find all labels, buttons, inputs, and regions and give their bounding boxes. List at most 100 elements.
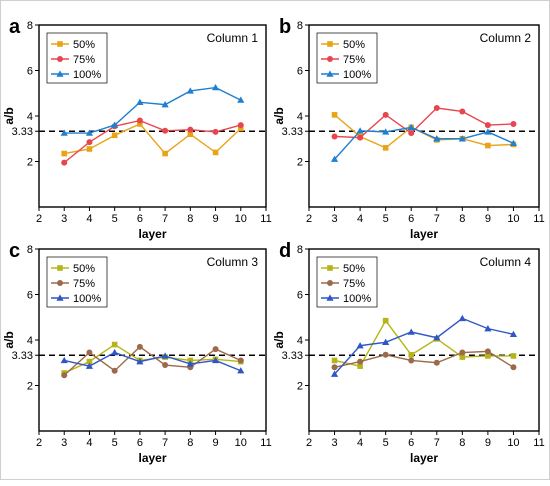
y-tick-label: 2 <box>297 157 303 169</box>
data-point <box>382 111 389 118</box>
data-point <box>137 121 143 127</box>
data-point <box>433 105 440 112</box>
data-point <box>408 357 415 364</box>
x-tick-label: 9 <box>212 213 218 225</box>
x-tick-label: 11 <box>260 213 271 225</box>
data-point <box>85 129 94 136</box>
data-point <box>61 150 68 157</box>
series-line-50% <box>334 319 514 367</box>
legend-marker <box>57 41 63 47</box>
data-point <box>459 354 466 360</box>
legend-marker <box>327 265 333 271</box>
legend-label: 100% <box>343 69 371 81</box>
data-point <box>111 367 118 374</box>
y-tick-label: 3.33 <box>282 350 303 362</box>
data-point <box>60 129 68 136</box>
y-tick-label: 4 <box>27 335 33 347</box>
x-tick-label: 5 <box>383 437 389 449</box>
legend-label: 100% <box>73 293 101 305</box>
x-tick-label: 4 <box>86 437 92 449</box>
y-tick-label: 3.33 <box>12 350 33 362</box>
data-point <box>356 127 364 134</box>
series-line-75% <box>63 119 241 164</box>
data-point <box>485 142 491 149</box>
data-point <box>211 356 220 364</box>
data-point <box>484 325 492 332</box>
data-point <box>136 358 144 365</box>
data-point <box>162 150 168 157</box>
panel-a: 2 3 4 5 6 7 8 9 10 11 2 3.33 4 6 8 layer a/b a Column 1 50%… <box>2 16 272 241</box>
panel-letter: c <box>9 240 20 262</box>
y-tick-label: 8 <box>27 20 33 32</box>
data-point <box>212 128 219 135</box>
series-line-100% <box>334 126 514 160</box>
data-point <box>237 122 244 129</box>
legend-label: 100% <box>73 69 101 81</box>
data-point <box>458 135 466 142</box>
data-point <box>85 362 94 369</box>
data-point <box>459 349 466 356</box>
x-axis-label: layer <box>410 451 438 465</box>
legend-label: 50% <box>343 263 365 275</box>
legend-marker <box>326 294 334 301</box>
data-point <box>161 352 169 359</box>
legend-marker <box>56 294 64 301</box>
x-tick-label: 8 <box>459 213 465 225</box>
data-point <box>407 123 415 131</box>
x-tick-label: 4 <box>357 213 363 225</box>
data-point <box>61 159 68 166</box>
data-point <box>136 117 143 124</box>
x-tick-label: 3 <box>61 213 67 225</box>
x-tick-label: 10 <box>235 437 247 449</box>
data-point <box>382 351 389 358</box>
data-point <box>509 139 518 146</box>
x-axis-label: layer <box>138 227 166 241</box>
y-tick-label: 6 <box>27 66 33 78</box>
data-point <box>187 131 194 137</box>
x-tick-label: 9 <box>485 437 491 449</box>
data-point <box>111 348 119 356</box>
y-tick-label: 3.33 <box>12 126 33 138</box>
x-tick-label: 3 <box>331 437 337 449</box>
legend-label: 75% <box>343 54 365 66</box>
data-point <box>86 146 93 152</box>
x-tick-label: 5 <box>383 213 389 225</box>
data-point <box>111 132 118 139</box>
panel-letter: a <box>9 16 21 38</box>
series-line-75% <box>334 107 514 139</box>
x-tick-label: 2 <box>36 213 42 225</box>
data-point <box>433 334 441 341</box>
x-tick-label: 3 <box>61 437 67 449</box>
series-line-100% <box>64 351 242 372</box>
legend-marker <box>57 56 63 62</box>
data-point <box>382 317 389 324</box>
y-tick-label: 2 <box>27 157 33 169</box>
data-point <box>237 125 244 132</box>
data-point <box>509 330 518 338</box>
data-point <box>484 348 491 355</box>
x-tick-label: 10 <box>507 437 519 449</box>
x-tick-label: 9 <box>212 437 218 449</box>
data-point <box>61 372 68 379</box>
data-point <box>60 356 68 364</box>
x-tick-label: 7 <box>162 213 168 225</box>
x-tick-label: 7 <box>434 213 440 225</box>
panel-b: 2 3 4 5 6 7 8 9 10 11 2 3.33 4 6 8 layer a/b b Column 2 50%… <box>272 16 545 241</box>
x-tick-label: 8 <box>187 213 193 225</box>
legend-label: 50% <box>73 263 95 275</box>
legend-marker <box>327 41 333 47</box>
data-point <box>407 328 415 335</box>
x-axis-label: layer <box>138 451 166 465</box>
data-point <box>382 128 390 135</box>
data-point <box>186 87 194 94</box>
data-point <box>484 122 491 129</box>
legend-marker <box>56 70 64 77</box>
legend-label: 50% <box>343 39 365 51</box>
data-point <box>331 364 338 371</box>
series-line-100% <box>64 86 242 134</box>
x-tick-label: 6 <box>137 437 143 449</box>
data-point <box>212 149 219 156</box>
data-point <box>187 126 194 133</box>
y-tick-label: 2 <box>27 381 33 393</box>
